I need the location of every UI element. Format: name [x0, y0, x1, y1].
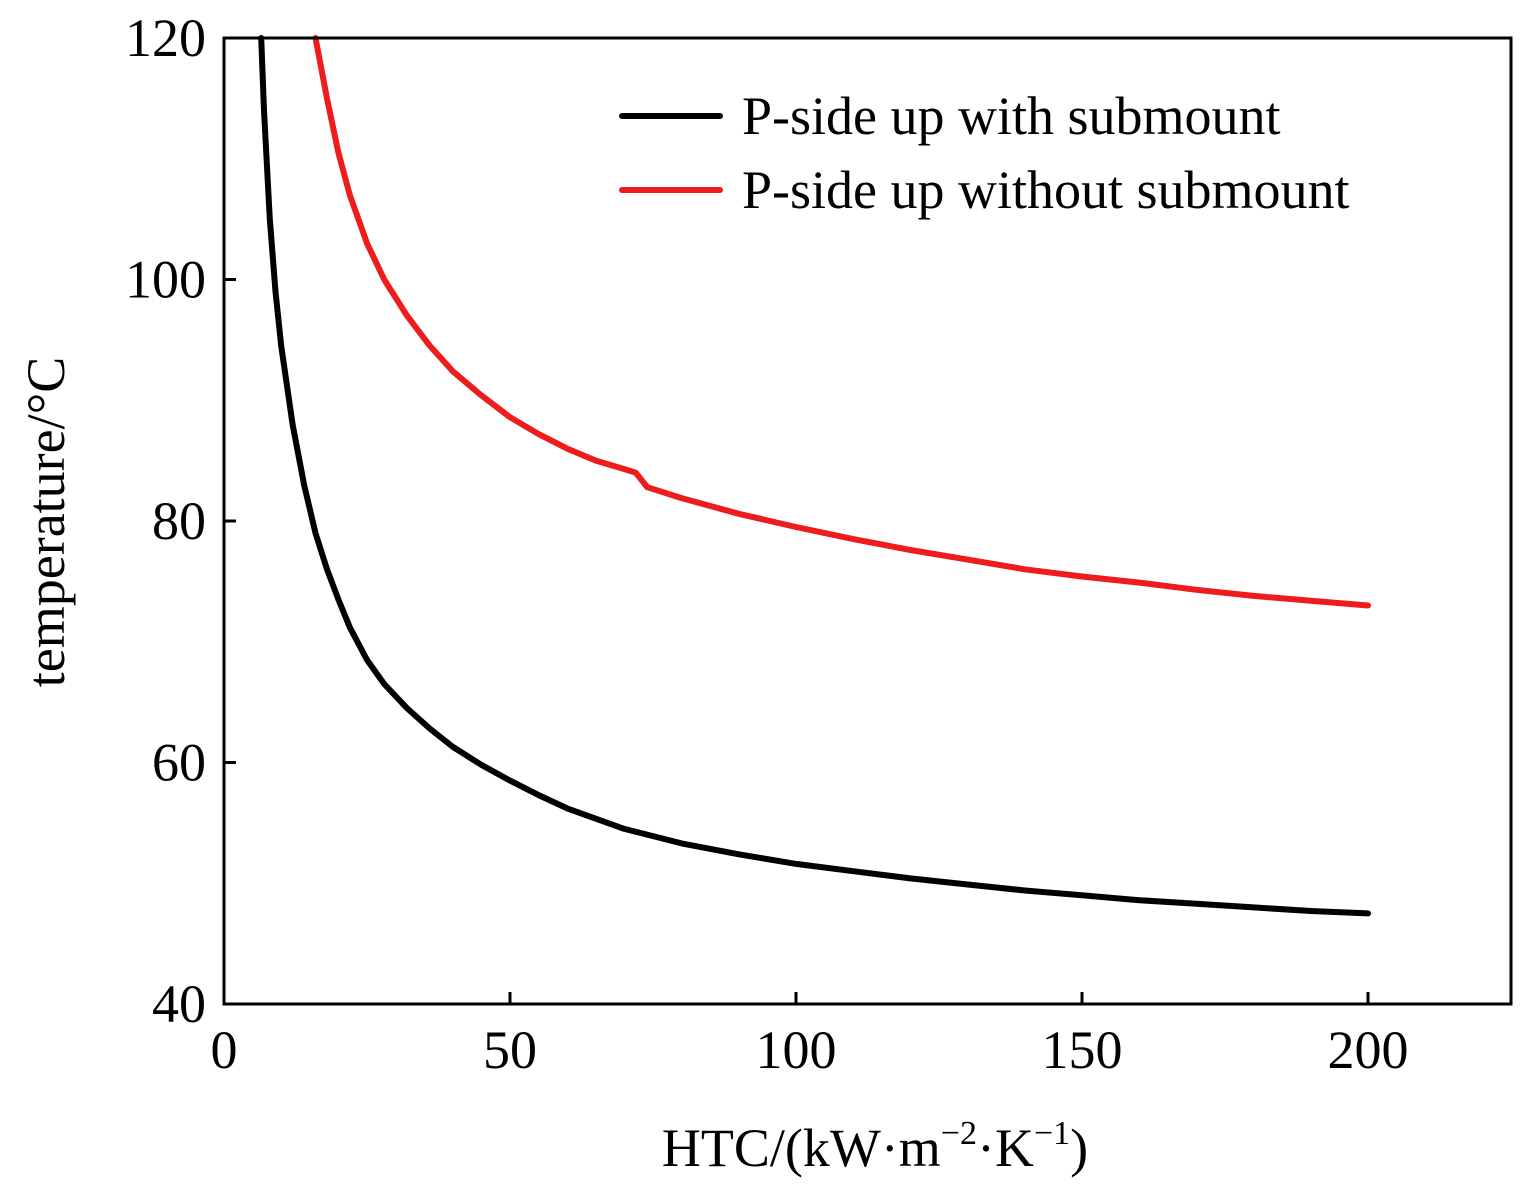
- x-tick-label: 100: [756, 1020, 837, 1080]
- y-tick-label: 80: [152, 491, 206, 551]
- x-axis-label-mid: ·K: [977, 1118, 1034, 1178]
- x-axis-label-sup2: −1: [1034, 1115, 1070, 1152]
- x-axis-label: HTC/(kW·m−2·K−1): [662, 1115, 1088, 1178]
- x-tick-label: 50: [483, 1020, 537, 1080]
- x-axis-label-sup1: −2: [941, 1115, 977, 1152]
- x-axis-label-main: HTC/(kW·m: [662, 1118, 941, 1178]
- x-axis-label-end: ): [1070, 1118, 1088, 1178]
- y-tick-label: 40: [152, 974, 206, 1034]
- x-tick-label: 150: [1042, 1020, 1123, 1080]
- y-tick-label: 120: [125, 8, 206, 68]
- plot-lines: [258, 35, 1371, 917]
- x-axis-ticks: 0 50 100 150 200: [211, 992, 1409, 1080]
- legend: P-side up with submount P-side up without…: [619, 86, 1350, 220]
- legend-label-1: P-side up with submount: [742, 86, 1281, 146]
- y-tick-label: 100: [125, 250, 206, 310]
- x-tick-label: 200: [1328, 1020, 1409, 1080]
- x-tick-label: 0: [211, 1020, 238, 1080]
- series-line-1: [258, 35, 1371, 917]
- y-axis-ticks: 40 60 80 100 120: [125, 8, 236, 1034]
- y-axis-label: temperature/°C: [16, 357, 76, 687]
- y-tick-label: 60: [152, 733, 206, 793]
- series-line-2: [312, 35, 1371, 609]
- legend-label-2: P-side up without submount: [742, 160, 1350, 220]
